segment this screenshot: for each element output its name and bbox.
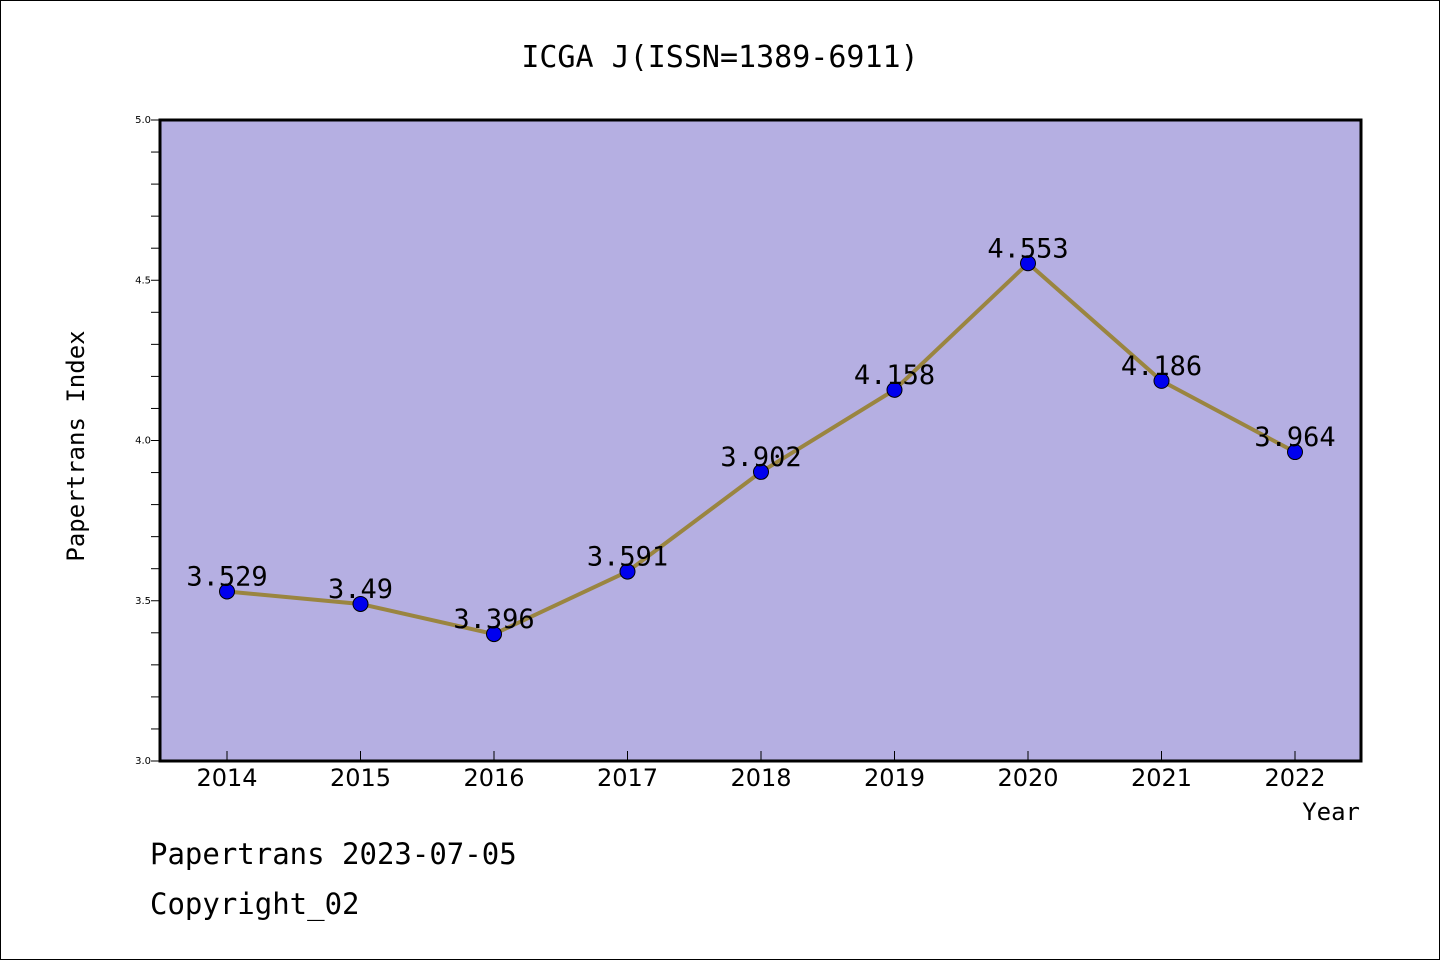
data-label: 3.591 bbox=[587, 542, 668, 573]
data-point bbox=[619, 563, 636, 580]
y-tick-label: 4.0 bbox=[135, 436, 151, 447]
data-point bbox=[352, 595, 369, 612]
data-point bbox=[1020, 255, 1036, 272]
plot-area bbox=[158, 118, 1363, 763]
y-tick-label: 4.5 bbox=[135, 275, 151, 286]
data-labels: 3.529 3.49 3.396 3.591 3.902 4.158 4.553 4.186 3… bbox=[186, 233, 1335, 635]
y-axis: 3.0 3.5 4.0 4.5 5.0 bbox=[135, 115, 160, 767]
y-tick-label: 5.0 bbox=[135, 115, 151, 126]
series-markers bbox=[219, 255, 1303, 643]
footer-date: Papertrans 2023-07-05 bbox=[150, 837, 517, 871]
x-tick-label: 2015 bbox=[330, 764, 391, 792]
data-point bbox=[753, 463, 769, 480]
data-label: 4.158 bbox=[854, 360, 935, 391]
data-point bbox=[1287, 444, 1303, 461]
x-tick-label: 2018 bbox=[730, 764, 791, 792]
data-point bbox=[219, 583, 235, 600]
data-point bbox=[1153, 372, 1170, 389]
data-label: 3.49 bbox=[328, 574, 393, 605]
x-tick-label: 2017 bbox=[597, 764, 658, 792]
y-tick-label: 3.0 bbox=[135, 756, 151, 767]
data-label: 3.902 bbox=[720, 442, 801, 473]
data-label: 4.553 bbox=[987, 233, 1068, 264]
data-label: 3.396 bbox=[453, 604, 534, 635]
y-tick-label: 3.5 bbox=[135, 596, 151, 607]
x-axis: 2014 2015 2016 2017 2018 2019 2020 2021 2022 bbox=[196, 751, 1326, 792]
x-tick-label: 2020 bbox=[997, 764, 1058, 792]
x-tick-label: 2016 bbox=[463, 764, 524, 792]
x-tick-label: 2014 bbox=[196, 764, 257, 792]
data-point bbox=[486, 626, 502, 643]
data-point bbox=[886, 381, 903, 398]
x-tick-label: 2022 bbox=[1264, 764, 1325, 792]
footer-copyright: Copyright_02 bbox=[150, 887, 360, 922]
y-axis-label: Papertrans Index bbox=[62, 330, 90, 561]
data-label: 3.529 bbox=[186, 561, 267, 592]
x-tick-label: 2021 bbox=[1131, 764, 1192, 792]
x-tick-label: 2019 bbox=[864, 764, 925, 792]
data-label: 4.186 bbox=[1121, 351, 1202, 382]
chart-title: ICGA J(ISSN=1389-6911) bbox=[521, 40, 918, 75]
data-label: 3.964 bbox=[1254, 422, 1335, 453]
x-axis-label: Year bbox=[1302, 798, 1360, 826]
